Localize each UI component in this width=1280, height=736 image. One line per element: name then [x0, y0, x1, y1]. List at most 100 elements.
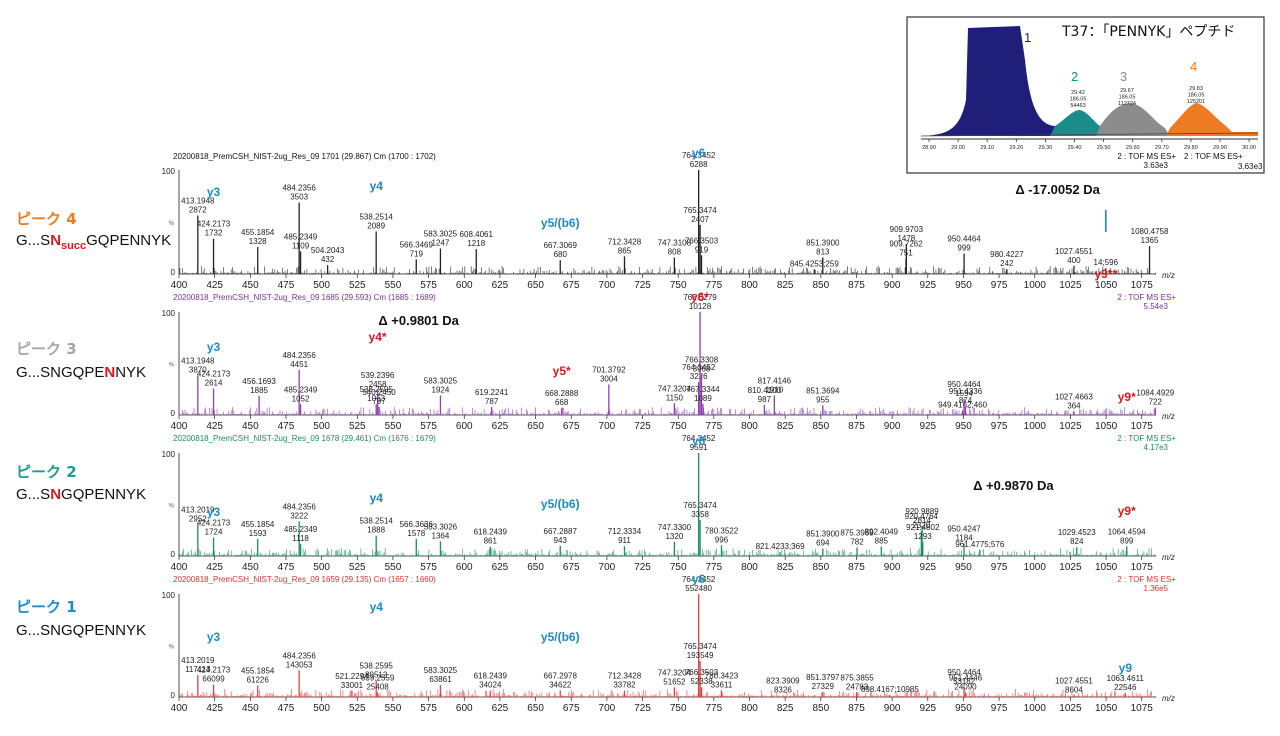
- inset-tick-label: 29.20: [1009, 145, 1023, 151]
- peak-label: 432: [321, 255, 335, 264]
- peak-label: 667.2887: [544, 527, 578, 536]
- x-tick-label: 475: [278, 280, 295, 291]
- spectrum-panel-peak-2: 20200818_PremCSH_NIST-2ug_Res_09 1678 (2…: [162, 434, 1177, 573]
- peak-label: 6288: [690, 160, 708, 169]
- x-tick-label: 700: [599, 280, 616, 291]
- x-tick-label: 1000: [1024, 562, 1047, 573]
- peak-label: 484.2356: [282, 184, 316, 193]
- peak-label: 851.3900: [806, 238, 840, 247]
- seq-post: GQPENNYK: [86, 232, 172, 249]
- peak-label: 484.2356: [282, 651, 316, 660]
- peak-label: 787: [485, 397, 499, 406]
- spectrum-noise: [179, 406, 1156, 415]
- peak-label: 3503: [290, 193, 308, 202]
- spectrum-instrument: 2 : TOF MS ES+: [1117, 575, 1176, 584]
- x-tick-label: 575: [420, 421, 437, 432]
- peak-label: 63861: [429, 675, 452, 684]
- peak-label: 1594: [955, 389, 973, 398]
- x-tick-label: 500: [313, 562, 330, 573]
- x-tick-label: 450: [242, 280, 259, 291]
- spectrum-intensity: 3.63e3: [1144, 161, 1169, 170]
- spectrum-panel-peak-3: 20200818_PremCSH_NIST-2ug_Res_09 1685 (2…: [162, 290, 1177, 432]
- peak-label: 987: [758, 395, 772, 404]
- peak-label: 583.3025: [424, 230, 458, 239]
- peak-label: 583.3025: [424, 376, 458, 385]
- ion-annotation: y3: [207, 185, 221, 199]
- peak-2-sequence: G...SNGQPENNYK: [16, 486, 146, 503]
- peak-label: 950.4464: [947, 668, 981, 677]
- peak-label: 3222: [290, 511, 308, 520]
- peak-label: 14;596: [1094, 258, 1119, 267]
- ion-annotation: y9*: [1118, 504, 1136, 518]
- x-tick-label: 525: [349, 280, 366, 291]
- spectrum-instrument: 2 : TOF MS ES+: [1117, 293, 1176, 302]
- peak-label: 66099: [202, 675, 225, 684]
- inset-peak-label: 29.42: [1071, 90, 1085, 96]
- inset-peak-label: 186.05: [1188, 93, 1205, 99]
- peak-label: 9591: [690, 443, 708, 452]
- peak-label: 1888: [367, 526, 385, 535]
- x-tick-label: 875: [848, 703, 865, 714]
- peak-label: 33001: [341, 681, 364, 690]
- peak-label: 921.4802: [906, 523, 940, 532]
- ion-annotation: y6: [692, 146, 706, 160]
- ion-annotation: y6*: [691, 290, 709, 304]
- inset-tick-label: 29.30: [1039, 145, 1053, 151]
- peak-label: 34024: [479, 681, 502, 690]
- x-axis-label: m/z: [1162, 553, 1175, 562]
- inset-peak-label: 29.67: [1120, 88, 1134, 94]
- spectrum-intensity: 4.17e3: [1144, 443, 1169, 452]
- inset-peak-1-area: [921, 26, 1060, 136]
- peak-label: 485.2349: [284, 385, 318, 394]
- peak-label: 455.1854: [241, 228, 275, 237]
- x-tick-label: 1075: [1131, 280, 1154, 291]
- peak-label: 851.3797: [806, 673, 840, 682]
- peak-label: 1184: [955, 533, 973, 542]
- inset-title: T37：「PENNYK」ペプチド: [1061, 24, 1235, 40]
- peak-label: 143053: [286, 660, 313, 669]
- peak-label: 2814: [913, 516, 931, 525]
- peak-label: 8326: [774, 685, 792, 694]
- peak-label: 764.3452: [682, 363, 716, 372]
- x-tick-label: 825: [777, 562, 794, 573]
- x-axis-label: m/z: [1162, 412, 1175, 421]
- x-tick-label: 900: [884, 703, 901, 714]
- ion-annotation: y4: [370, 491, 384, 505]
- x-tick-label: 550: [385, 562, 402, 573]
- x-tick-label: 775: [706, 280, 723, 291]
- x-axis-label: m/z: [1162, 271, 1175, 280]
- ion-annotation: y3: [207, 505, 221, 519]
- x-tick-label: 525: [349, 562, 366, 573]
- x-tick-label: 1000: [1024, 280, 1047, 291]
- x-tick-label: 875: [848, 562, 865, 573]
- peak-label: 504.2043: [311, 246, 345, 255]
- x-tick-label: 925: [919, 562, 936, 573]
- seq-pre: G...S: [16, 232, 51, 249]
- peak-label: 899: [1120, 536, 1134, 545]
- peak-label: 701.3792: [592, 365, 626, 374]
- peak-label: 1118: [292, 534, 309, 543]
- peak-label: 765.3279: [683, 293, 717, 302]
- peak-label: 538.2514: [359, 517, 393, 526]
- y-tick-label: 0: [171, 691, 176, 700]
- peak-label: 767.3344: [686, 385, 720, 394]
- peak-label: 712.3428: [608, 672, 642, 681]
- peak-label: 764.3452: [682, 434, 716, 443]
- x-tick-label: 675: [563, 280, 580, 291]
- seq-mod: N: [50, 232, 62, 249]
- peak-label: 1080.4758: [1131, 227, 1169, 236]
- seq-pre: G...SNGQPENNYK: [16, 622, 147, 639]
- inset-tick-label: 29.50: [1097, 145, 1111, 151]
- peak-label: 1027.4663: [1055, 392, 1093, 401]
- peak-label: 552480: [685, 584, 712, 593]
- x-tick-label: 575: [420, 562, 437, 573]
- ion-annotation: y4: [370, 600, 384, 614]
- x-tick-label: 950: [955, 562, 972, 573]
- peak-label: 24783: [846, 682, 869, 691]
- seq-pre: G...SNGQPE: [16, 364, 105, 381]
- x-tick-label: 550: [385, 280, 402, 291]
- mass-delta: Δ +0.9870 Da: [973, 478, 1054, 493]
- x-tick-label: 1075: [1131, 703, 1154, 714]
- x-tick-label: 725: [634, 421, 651, 432]
- x-tick-label: 600: [456, 703, 473, 714]
